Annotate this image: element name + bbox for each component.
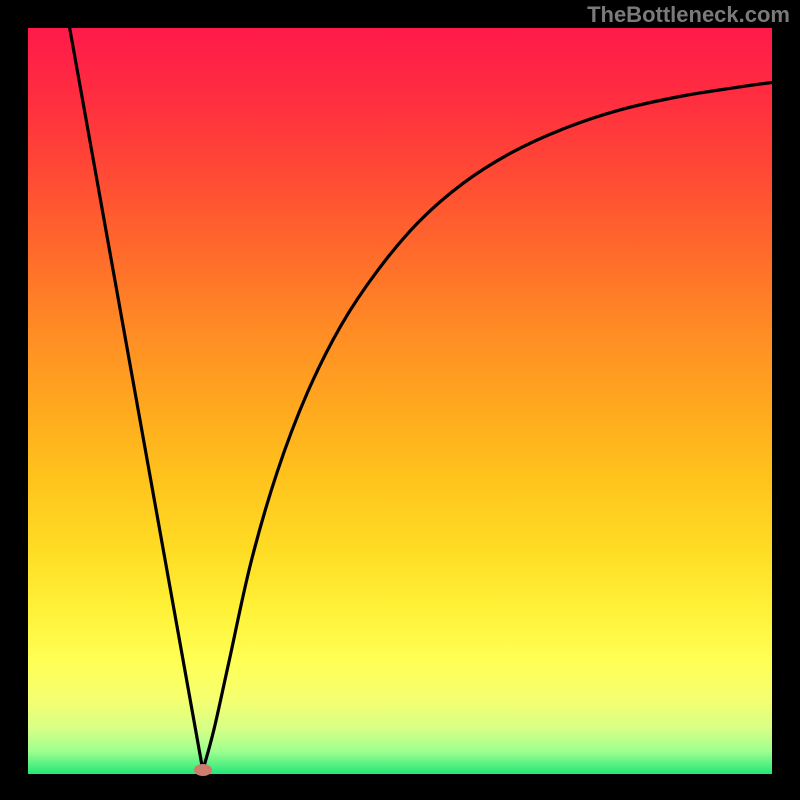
curve-layer	[28, 28, 772, 774]
watermark-text: TheBottleneck.com	[587, 2, 790, 28]
plot-area	[28, 28, 772, 774]
vertex-marker	[194, 764, 212, 776]
bottleneck-curve	[70, 28, 772, 770]
chart-container: TheBottleneck.com	[0, 0, 800, 800]
